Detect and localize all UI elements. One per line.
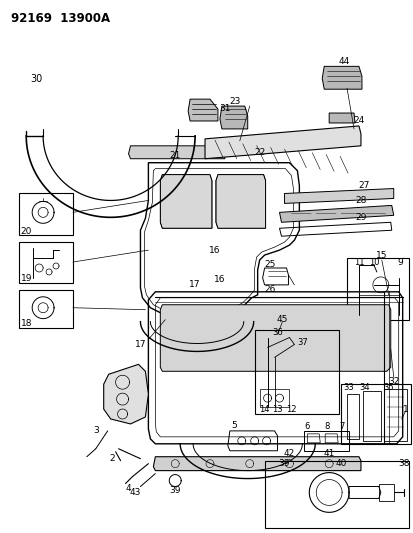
Text: 16: 16	[214, 276, 225, 285]
Text: 92169  13900A: 92169 13900A	[11, 12, 110, 25]
Text: 3: 3	[93, 426, 98, 435]
Polygon shape	[153, 457, 360, 471]
Text: 22: 22	[254, 148, 265, 157]
Text: 17: 17	[189, 280, 200, 289]
Text: 27: 27	[357, 181, 369, 190]
Polygon shape	[219, 106, 247, 129]
Text: 40: 40	[335, 459, 346, 468]
Polygon shape	[284, 189, 393, 204]
Text: 35: 35	[382, 383, 393, 392]
Text: 24: 24	[352, 117, 364, 125]
Text: 19: 19	[20, 274, 32, 284]
Text: 13: 13	[272, 405, 282, 414]
Text: 33: 33	[343, 383, 354, 392]
Polygon shape	[160, 175, 211, 228]
Text: 6: 6	[304, 423, 309, 431]
Text: 36: 36	[271, 328, 282, 337]
Text: 8: 8	[324, 423, 329, 431]
Text: 45: 45	[276, 315, 287, 324]
Polygon shape	[128, 146, 224, 159]
Polygon shape	[160, 305, 390, 372]
Text: 14: 14	[259, 405, 269, 414]
Text: 7: 7	[339, 423, 344, 431]
Text: 17: 17	[134, 340, 146, 349]
Text: 31: 31	[218, 103, 230, 112]
Text: 11: 11	[353, 257, 363, 266]
Text: 2: 2	[109, 454, 115, 463]
Text: 32: 32	[387, 377, 399, 386]
Polygon shape	[204, 126, 360, 159]
Text: 28: 28	[354, 196, 366, 205]
Text: 42: 42	[283, 449, 294, 458]
Text: 39: 39	[169, 486, 180, 495]
Text: 15: 15	[375, 251, 387, 260]
Text: 20: 20	[21, 227, 32, 236]
Text: 23: 23	[228, 96, 240, 106]
Text: 16: 16	[209, 246, 220, 255]
Text: 34: 34	[359, 383, 369, 392]
Polygon shape	[279, 205, 393, 222]
Text: 5: 5	[230, 422, 236, 431]
Text: 12: 12	[285, 405, 296, 414]
Text: 18: 18	[20, 319, 32, 328]
Text: 30: 30	[30, 74, 42, 84]
Polygon shape	[328, 113, 354, 123]
Text: 37: 37	[296, 338, 307, 347]
Text: 10: 10	[368, 257, 378, 266]
Polygon shape	[103, 365, 148, 424]
Text: 38: 38	[397, 459, 408, 468]
Text: 26: 26	[263, 285, 275, 294]
Text: 1: 1	[402, 405, 408, 414]
Polygon shape	[321, 66, 361, 89]
Polygon shape	[216, 175, 265, 228]
Text: 41: 41	[323, 449, 334, 458]
Text: 29: 29	[354, 213, 366, 222]
Text: 44: 44	[338, 57, 349, 66]
Text: 25: 25	[263, 260, 275, 269]
Text: 21: 21	[169, 151, 180, 160]
Text: 43: 43	[130, 488, 141, 497]
Text: 4: 4	[126, 484, 131, 493]
Text: 39: 39	[278, 459, 290, 468]
Text: 9: 9	[397, 257, 403, 266]
Polygon shape	[188, 99, 217, 121]
